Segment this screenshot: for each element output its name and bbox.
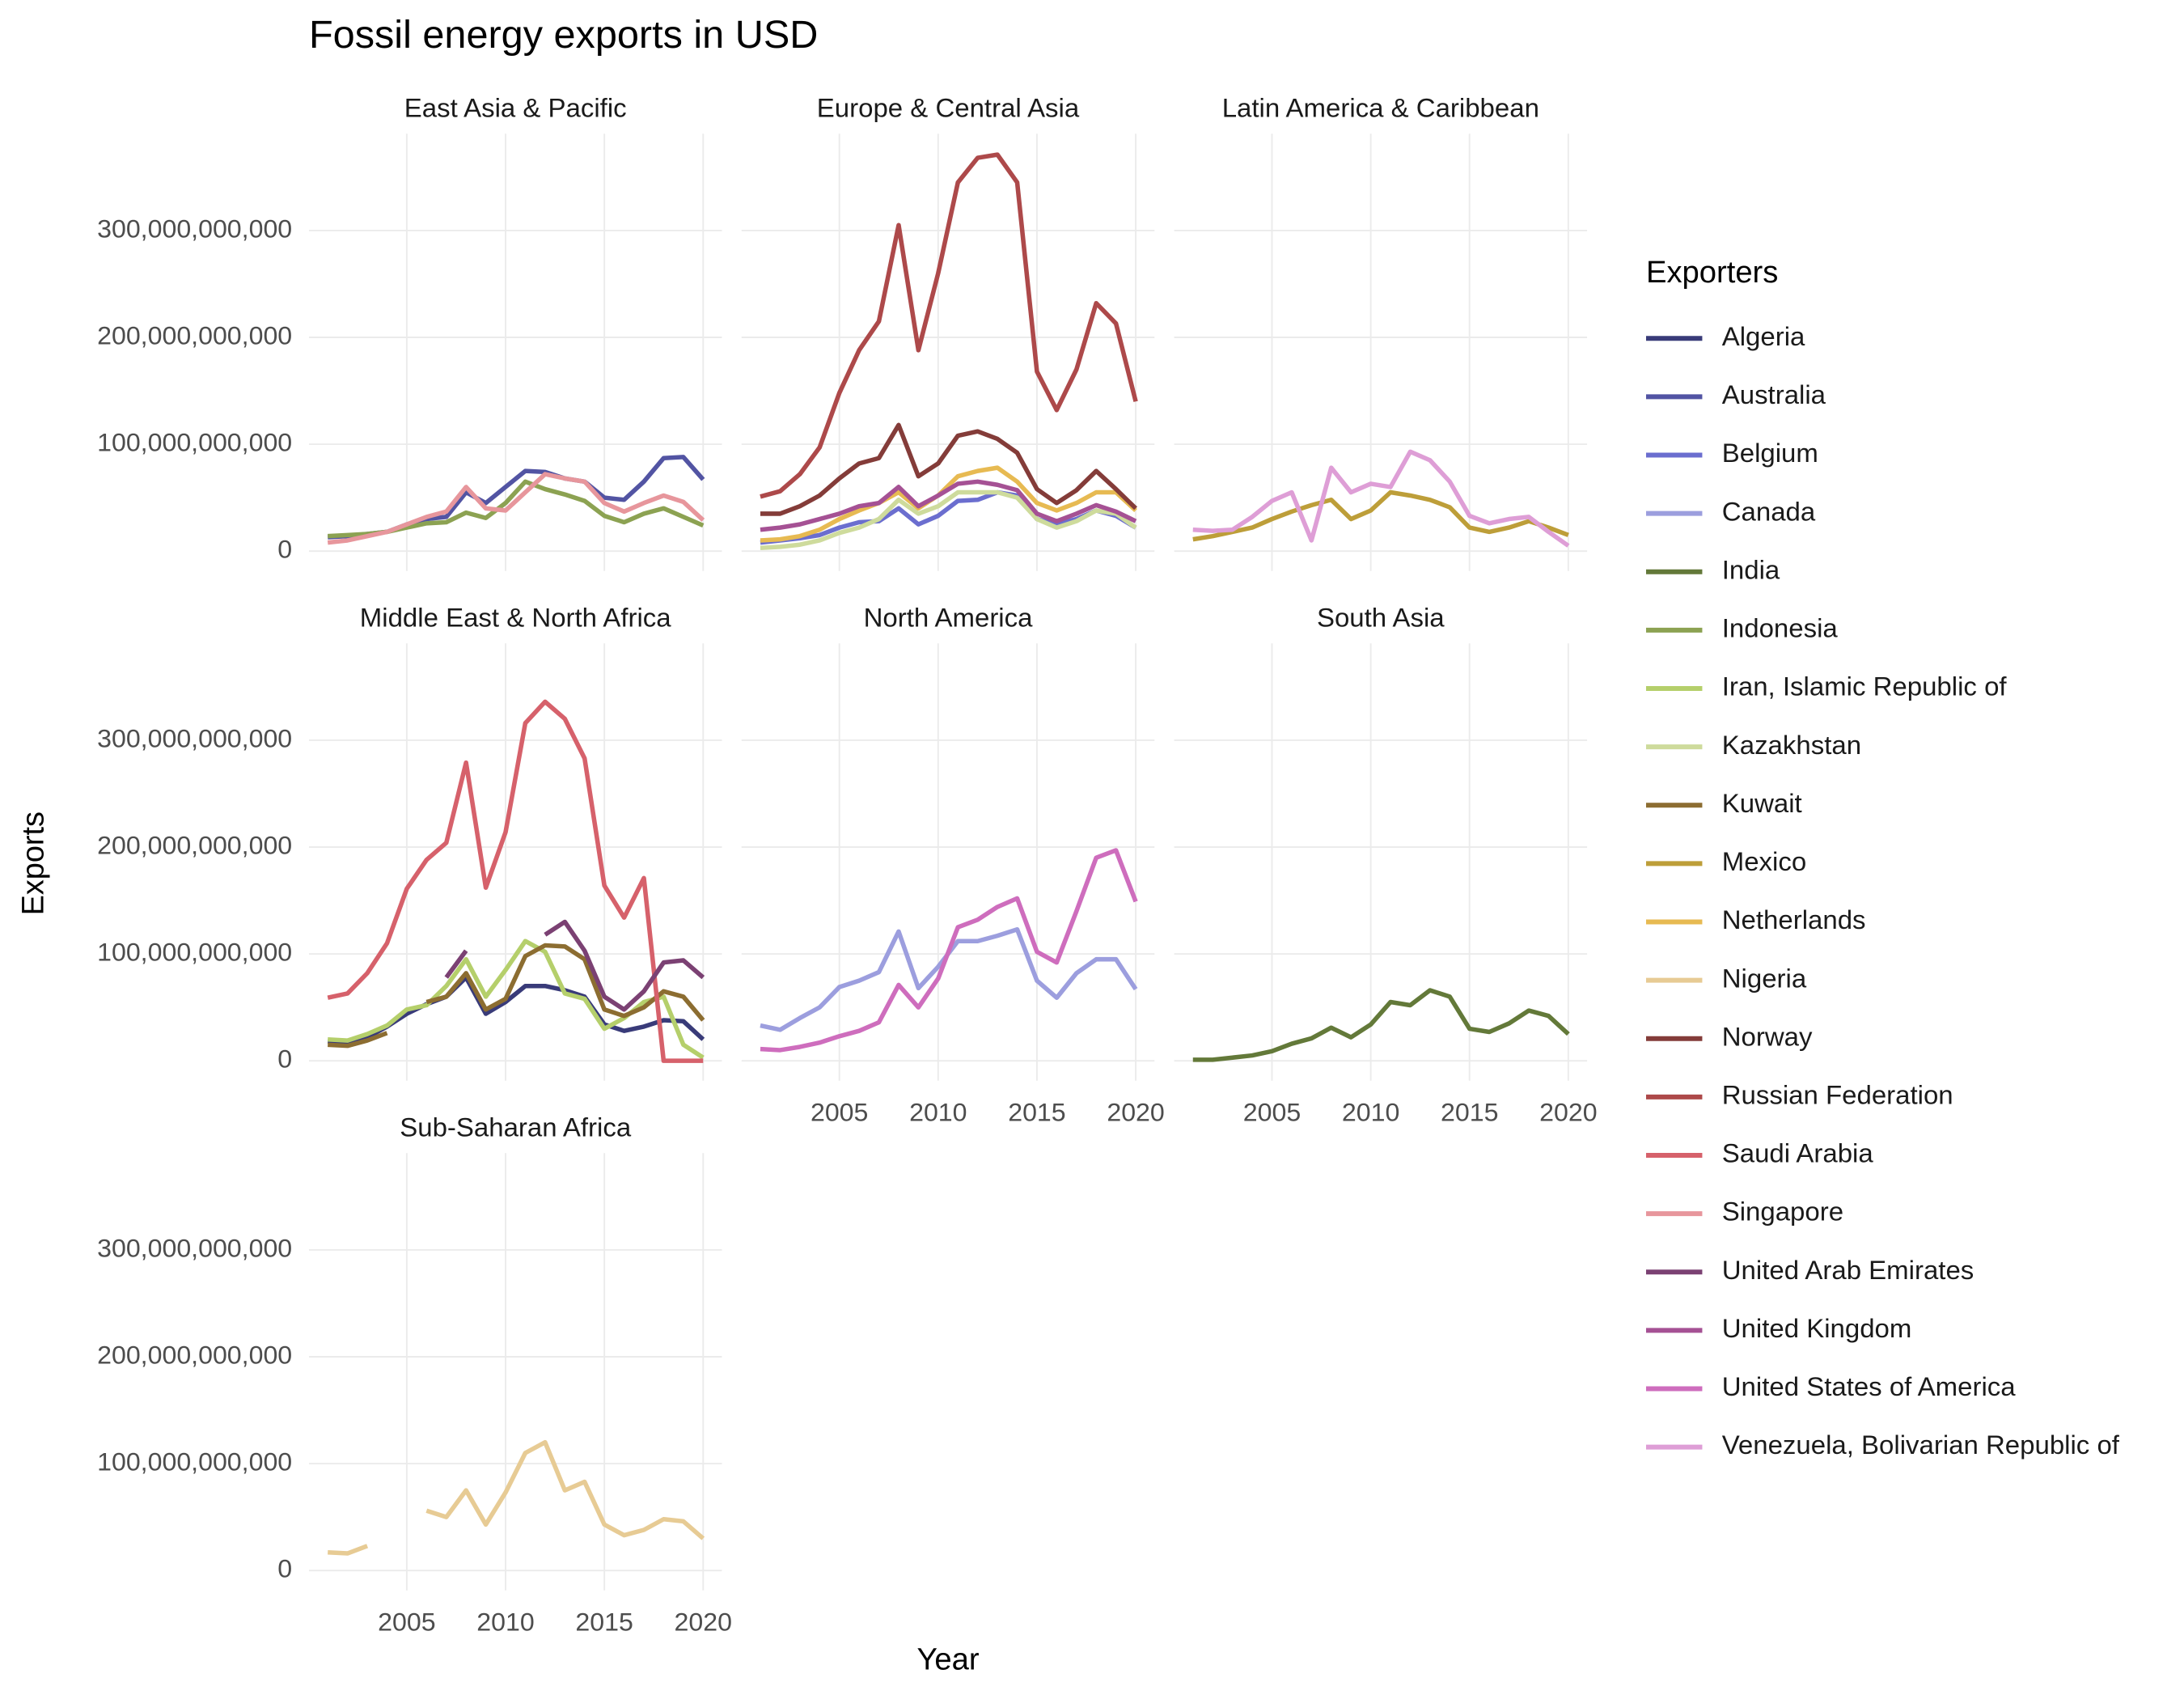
y-tick-label: 0 [277,1554,292,1583]
series-line [760,479,1137,532]
series-line [444,919,705,1012]
x-tick-label: 2010 [1342,1098,1399,1127]
series-line [327,472,705,545]
series-line [328,938,705,1060]
legend-label: Nigeria [1722,963,1807,993]
legend-label: Netherlands [1722,905,1866,934]
legend-title: Exporters [1646,256,1778,290]
legend-label: United States of America [1722,1371,2017,1401]
x-tick-label: 2020 [675,1608,732,1637]
legend-label: Canada [1722,496,1816,526]
legend-label: Saudi Arabia [1722,1138,1874,1168]
series-line [328,1439,705,1556]
facet-title: East Asia & Pacific [404,93,627,123]
legend-label: Belgium [1722,438,1818,468]
series-line [760,489,1137,550]
legend-label: Kuwait [1722,788,1802,818]
y-tick-label: 200,000,000,000 [97,321,292,350]
legend-label: Venezuela, Bolivarian Republic of [1722,1430,2120,1460]
series-line [328,479,705,539]
y-tick-label: 100,000,000,000 [97,428,292,457]
x-tick-label: 2010 [909,1098,967,1127]
legend-label: Iran, Islamic Republic of [1722,672,2008,701]
legend-label: India [1722,555,1780,585]
legend-label: United Arab Emirates [1722,1255,1974,1285]
y-tick-label: 200,000,000,000 [97,831,292,860]
x-tick-label: 2015 [1008,1098,1065,1127]
x-tick-label: 2015 [575,1608,633,1637]
facet-title: Sub-Saharan Africa [400,1112,632,1142]
y-tick-label: 100,000,000,000 [97,1447,292,1477]
series-line [328,455,705,540]
y-axis-label: Exports [16,811,50,915]
series-line [760,926,1138,1032]
facet-title: South Asia [1317,603,1445,633]
y-tick-label: 0 [277,1044,292,1074]
series-line [1192,988,1570,1062]
x-tick-label: 2005 [1243,1098,1301,1127]
facet-title: Middle East & North Africa [360,603,672,633]
y-tick-label: 200,000,000,000 [97,1341,292,1370]
facet-title: Latin America & Caribbean [1222,93,1539,123]
facet-title: Europe & Central Asia [817,93,1080,123]
series-line [327,699,704,1063]
series-line [760,465,1137,543]
legend-label: Mexico [1722,846,1806,876]
series-line [1192,449,1570,548]
x-tick-label: 2005 [378,1608,435,1637]
y-tick-label: 100,000,000,000 [97,938,292,967]
series-line [760,152,1138,499]
x-tick-label: 2020 [1107,1098,1164,1127]
series-line [760,848,1138,1053]
legend-label: Australia [1722,379,1826,409]
legend-label: Algeria [1722,321,1805,351]
x-tick-label: 2020 [1539,1098,1597,1127]
y-tick-label: 300,000,000,000 [97,214,292,243]
y-tick-label: 300,000,000,000 [97,1233,292,1262]
y-tick-label: 0 [277,535,292,564]
legend-label: Kazakhstan [1722,730,1861,760]
legend-label: United Kingdom [1722,1313,1912,1343]
y-tick-label: 300,000,000,000 [97,723,292,752]
x-tick-label: 2005 [811,1098,868,1127]
chart-title: Fossil energy exports in USD [309,13,818,57]
x-tick-label: 2015 [1441,1098,1498,1127]
x-axis-label: Year [916,1643,979,1677]
x-tick-label: 2010 [476,1608,534,1637]
legend-label: Singapore [1722,1197,1843,1227]
legend-label: Indonesia [1722,613,1839,643]
legend-label: Russian Federation [1722,1080,1953,1110]
legend-label: Norway [1722,1022,1813,1052]
series-line [760,422,1138,516]
facet-title: North America [864,603,1034,633]
series-line [1192,489,1569,542]
